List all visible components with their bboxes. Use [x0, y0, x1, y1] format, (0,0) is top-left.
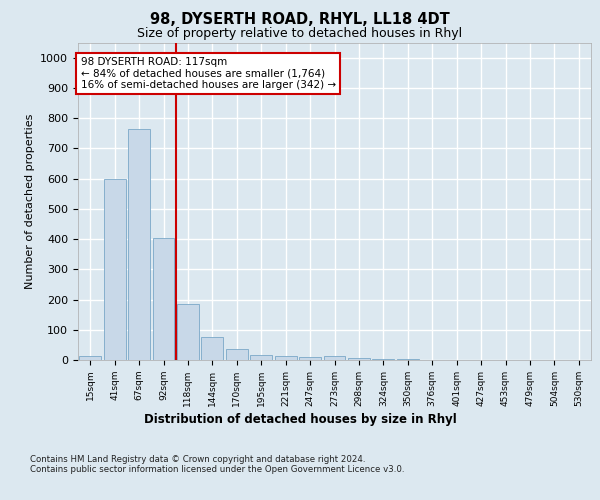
Y-axis label: Number of detached properties: Number of detached properties — [25, 114, 35, 289]
Bar — [299, 357, 321, 360]
Bar — [275, 356, 296, 360]
Bar — [177, 304, 199, 360]
Bar — [226, 348, 248, 360]
Bar — [79, 356, 101, 360]
Bar — [250, 354, 272, 360]
Bar — [323, 356, 346, 360]
Bar — [348, 358, 370, 360]
Bar — [202, 338, 223, 360]
Text: Distribution of detached houses by size in Rhyl: Distribution of detached houses by size … — [143, 412, 457, 426]
Bar — [152, 238, 175, 360]
Text: Contains HM Land Registry data © Crown copyright and database right 2024.
Contai: Contains HM Land Registry data © Crown c… — [30, 455, 404, 474]
Bar — [104, 178, 125, 360]
Text: Size of property relative to detached houses in Rhyl: Size of property relative to detached ho… — [137, 28, 463, 40]
Bar — [373, 359, 394, 360]
Text: 98 DYSERTH ROAD: 117sqm
← 84% of detached houses are smaller (1,764)
16% of semi: 98 DYSERTH ROAD: 117sqm ← 84% of detache… — [80, 57, 335, 90]
Bar — [128, 128, 150, 360]
Text: 98, DYSERTH ROAD, RHYL, LL18 4DT: 98, DYSERTH ROAD, RHYL, LL18 4DT — [150, 12, 450, 28]
